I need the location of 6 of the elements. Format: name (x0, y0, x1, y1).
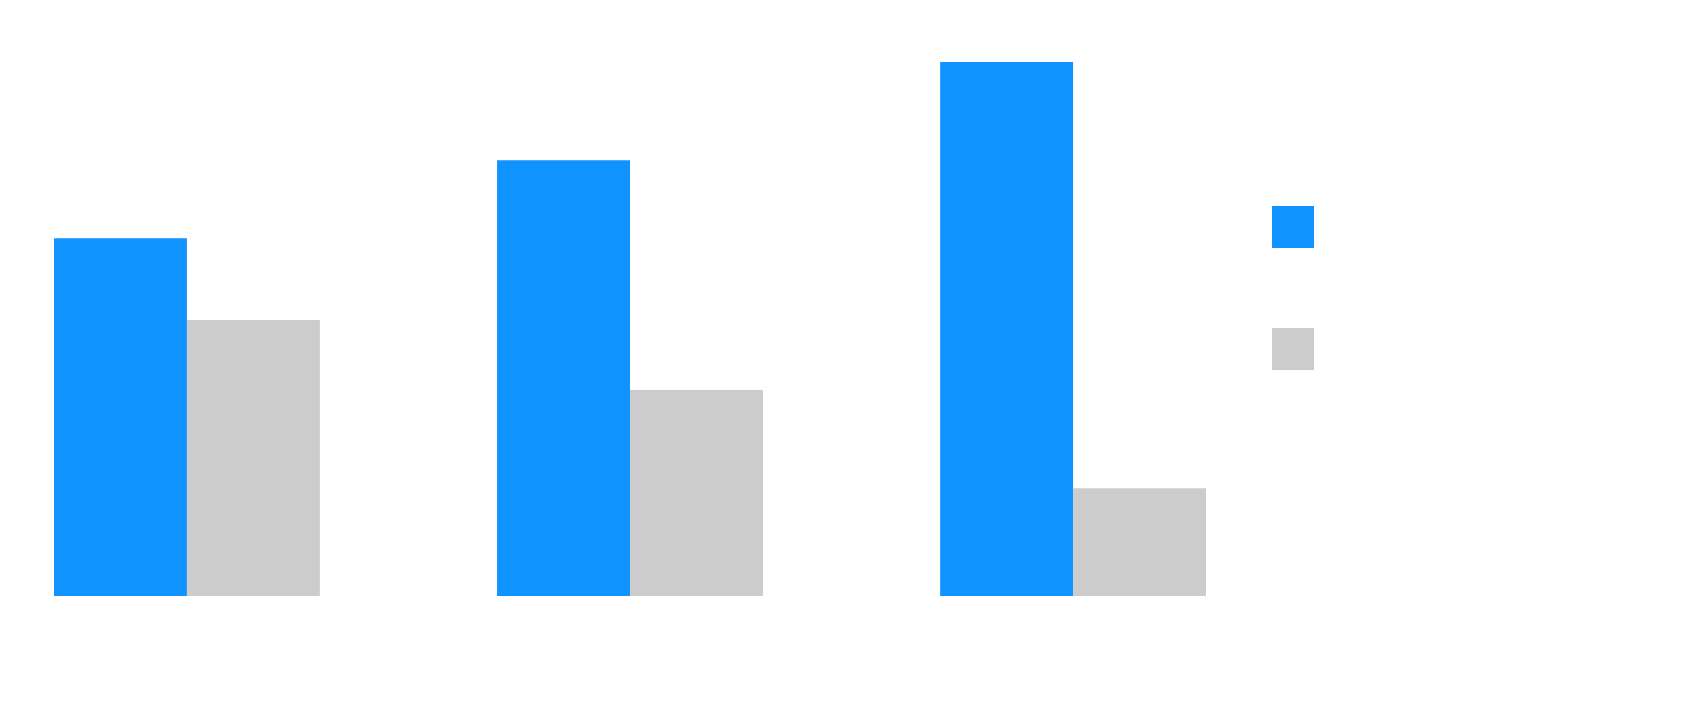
bar (630, 389, 763, 596)
bar (186, 319, 320, 596)
bar (54, 238, 187, 596)
bar (1073, 488, 1206, 596)
bar (497, 160, 630, 596)
bar (940, 62, 1074, 596)
